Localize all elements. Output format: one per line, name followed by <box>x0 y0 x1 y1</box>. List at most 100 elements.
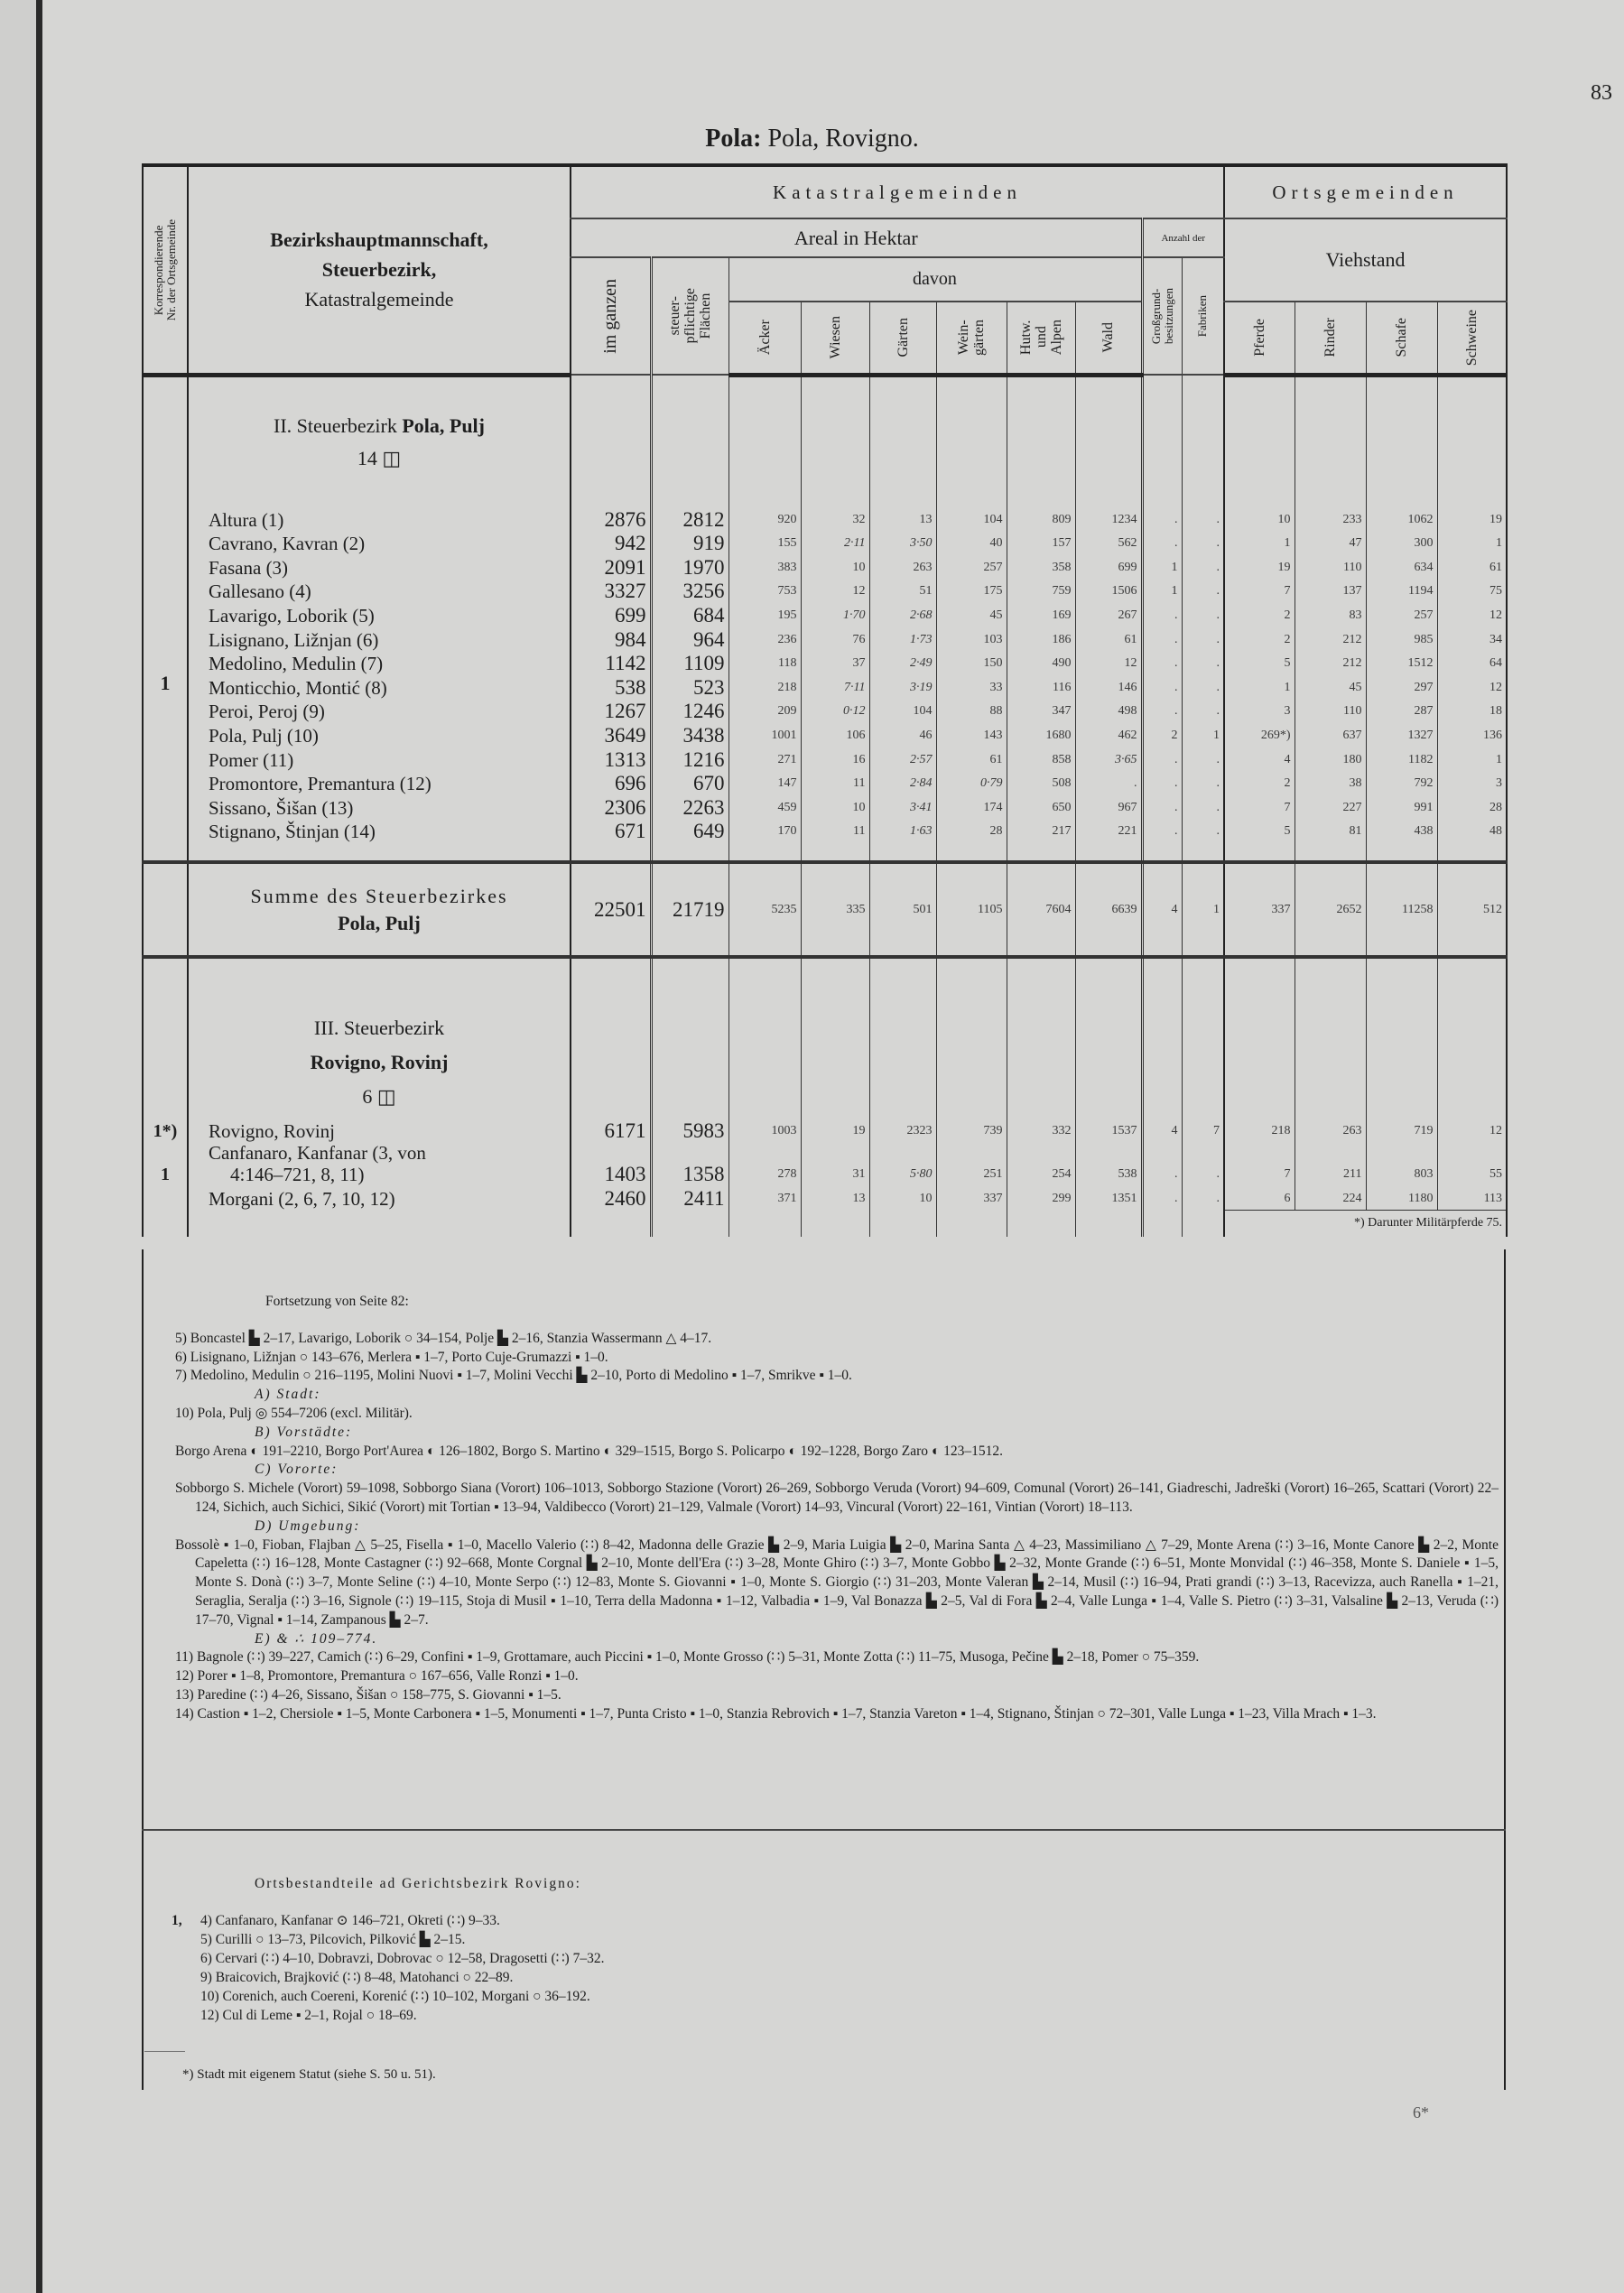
fabriken-label: Fabriken <box>1195 294 1210 338</box>
cell-value: 64 <box>1436 650 1508 675</box>
cell-value: 792 <box>1365 770 1438 795</box>
table-row: Lavarigo, Loborik (5) 699 684 195 1·70 2·68 45… <box>143 602 1508 627</box>
name-header-line: Katastralgemeinde <box>304 288 454 311</box>
empty-cell <box>1181 375 1225 506</box>
cell-value: 13 <box>800 1184 870 1210</box>
cell-value: 967 <box>1074 794 1143 819</box>
cell-value: 3649 <box>570 722 652 747</box>
cell-value: 2263 <box>649 794 729 819</box>
cell-value: 1194 <box>1365 578 1438 603</box>
cell-value: 180 <box>1294 746 1367 771</box>
cell-value: 964 <box>649 626 729 651</box>
cell-value: 538 <box>570 674 652 699</box>
cell-value: 22501 <box>570 862 652 960</box>
cell-value: 719 <box>1365 1118 1438 1142</box>
table-row: Stignano, Štinjan (14) 671 649 170 11 1·63 28 2… <box>143 818 1508 843</box>
cell-value: 512 <box>1436 862 1508 960</box>
empty-cell <box>868 842 937 865</box>
cell-value: 650 <box>1006 794 1076 819</box>
cell-value: 300 <box>1365 530 1438 555</box>
grossgrund-header: Großgrund-besitzungen <box>1140 257 1183 376</box>
cell-value: . <box>1140 674 1183 699</box>
ortsbestandteile-entry: 1, 4) Canfanaro, Kanfanar ⊙ 146–721, Okre… <box>172 1911 1255 1930</box>
cell-value: 233 <box>1294 506 1367 531</box>
cell-value: 501 <box>868 862 937 960</box>
cell-value: 169 <box>1006 602 1076 627</box>
section-title-bold: Pola, Pulj <box>402 413 485 437</box>
cell-value: 858 <box>1006 746 1076 771</box>
cell-value: 2812 <box>649 506 729 531</box>
cell-value: 347 <box>1006 698 1076 723</box>
empty-cell <box>868 1210 937 1237</box>
cell-value: 19 <box>1223 554 1295 579</box>
cell-value: 498 <box>1074 698 1143 723</box>
cell-value: . <box>1181 1141 1225 1185</box>
hutweiden-header-label: Hutw. und Alpen <box>1017 320 1064 356</box>
footnote-subheading: A) Stadt: <box>255 1387 321 1403</box>
cell-value: 2 <box>1223 626 1295 651</box>
cell-value: 3·41 <box>868 794 937 819</box>
cell-value: 195 <box>728 602 802 627</box>
cell-value: 335 <box>800 862 870 960</box>
footnote-entry: 14) Castion ▪ 1–2, Chersiole ▪ 1–5, Mont… <box>175 1705 1377 1722</box>
cell-value: . <box>1140 770 1183 795</box>
cell-value: 508 <box>1006 770 1076 795</box>
cell-value: 1680 <box>1006 722 1076 747</box>
cell-value: 157 <box>1006 530 1076 555</box>
cell-value: . <box>1181 818 1225 843</box>
steuer-label: pflichtige <box>682 288 698 344</box>
wald-header: Wald <box>1074 302 1143 377</box>
cell-value: 562 <box>1074 530 1143 555</box>
section-count: 14 ◫ <box>357 446 402 469</box>
cell-value: 28 <box>935 818 1007 843</box>
empty-cell <box>649 957 729 1119</box>
row-name: Altura (1) <box>187 506 571 531</box>
name-header: Bezirkshauptmannschaft, Steuerbezirk, Ka… <box>187 165 571 377</box>
cell-value: 146 <box>1074 674 1143 699</box>
signature-mark: 6* <box>1413 2103 1429 2121</box>
cell-value: 19 <box>1436 506 1508 531</box>
empty-cell <box>1181 957 1225 1119</box>
cell-value: 236 <box>728 626 802 651</box>
row-name: Peroi, Peroj (9) <box>187 698 571 723</box>
cell-value: 212 <box>1294 626 1367 651</box>
cell-value: 174 <box>935 794 1007 819</box>
entry-lead <box>172 1949 200 1968</box>
cell-value: 2091 <box>570 554 652 579</box>
korr-number: 1 <box>142 506 189 865</box>
empty-cell <box>142 1210 189 1237</box>
ortsbestandteile-entry: 9) Braicovich, Brajković (∷) 8–48, Matoh… <box>172 1968 1255 1987</box>
cell-value: 1537 <box>1074 1118 1143 1142</box>
title-bold: Pola: <box>705 125 762 153</box>
cell-value: 383 <box>728 554 802 579</box>
cell-value: 2411 <box>649 1184 729 1210</box>
cell-value: . <box>1181 794 1225 819</box>
cell-value: 1 <box>1223 674 1295 699</box>
cell-value: . <box>1181 698 1225 723</box>
cell-value: 3·65 <box>1074 746 1143 771</box>
section-title-plain: III. Steuerbezirk <box>313 1017 445 1040</box>
table-row: Sissano, Šišan (13) 2306 2263 459 10 3·41 174 6… <box>143 794 1508 819</box>
cell-value: 2876 <box>570 506 652 531</box>
cell-value: 3·19 <box>868 674 937 699</box>
cell-value: . <box>1181 650 1225 675</box>
cell-value: 12 <box>1074 650 1143 675</box>
empty-cell <box>800 957 870 1119</box>
pferde-header-label: Pferde <box>1251 318 1267 357</box>
row-name: Rovigno, Rovinj <box>187 1118 571 1142</box>
cell-value: 1105 <box>935 862 1007 960</box>
hutweiden-header: Hutw. und Alpen <box>1006 302 1076 377</box>
cell-value: 257 <box>1365 602 1438 627</box>
cell-value: 1970 <box>649 554 729 579</box>
cell-value: . <box>1181 770 1225 795</box>
cell-value: 186 <box>1006 626 1076 651</box>
cell-value: 739 <box>935 1118 1007 1142</box>
rinder-header-label: Rinder <box>1322 317 1338 357</box>
cell-value: 103 <box>935 626 1007 651</box>
cell-value: . <box>1181 674 1225 699</box>
schweine-header: Schweine <box>1436 302 1508 377</box>
entry-lead <box>172 1930 200 1949</box>
cell-value: 3327 <box>570 578 652 603</box>
empty-cell <box>1006 842 1076 865</box>
empty-cell <box>1223 957 1295 1119</box>
